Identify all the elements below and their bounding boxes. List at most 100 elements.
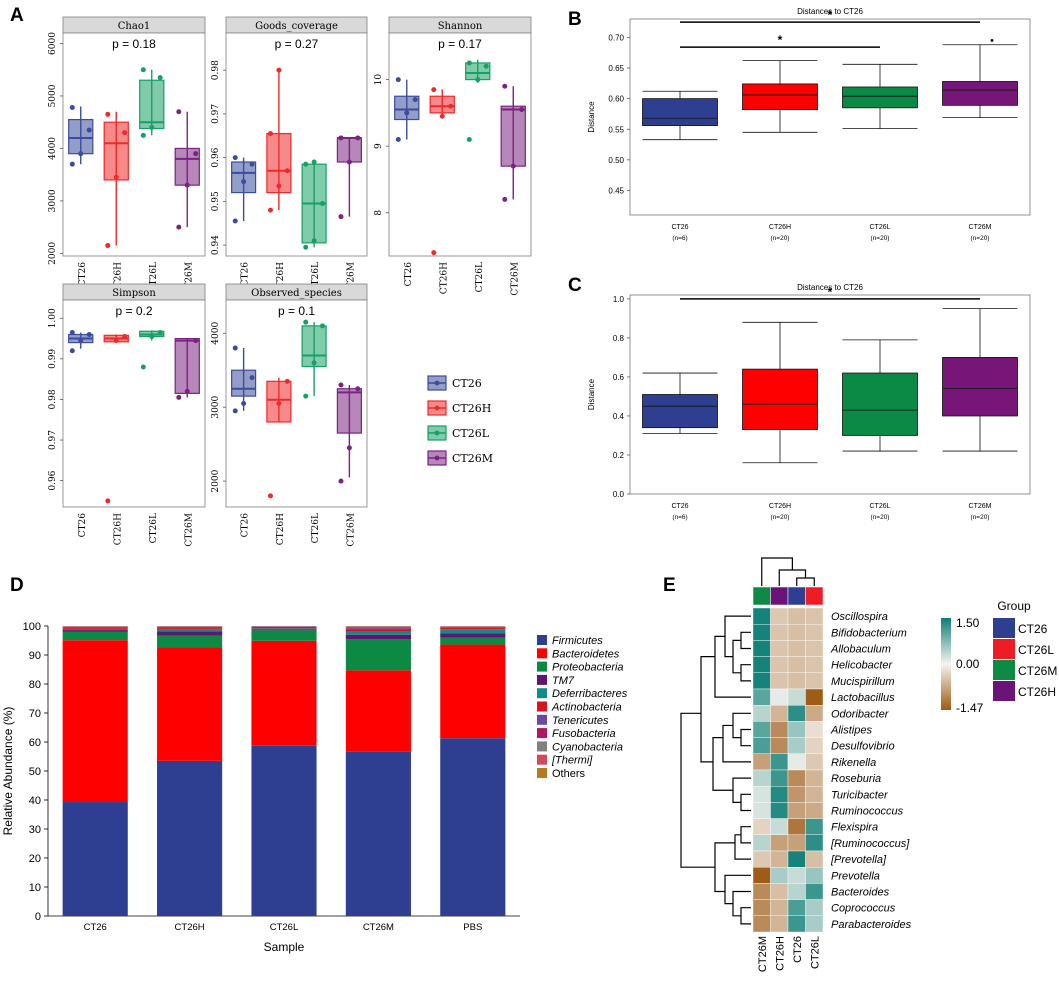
dendrogram-branch: [724, 874, 751, 905]
row-dendrogram: [680, 615, 751, 925]
iqr-box: [174, 337, 200, 394]
row-label: Prevotella: [831, 870, 880, 882]
bar-segment-actinobacteria: [62, 627, 128, 629]
heatmap-cell: [805, 818, 824, 835]
data-point: [466, 60, 472, 66]
heatmap-cell: [752, 640, 771, 657]
bar-segment-tenericutes: [440, 626, 506, 628]
x-tick-label: CT26M: [184, 513, 194, 547]
x-tick-n: (n=20): [771, 514, 790, 521]
bar-segment-deferribacteres: [251, 628, 317, 630]
heatmap-cell: [770, 688, 789, 706]
box-CT26: [642, 90, 718, 141]
heatmap-cell: [805, 769, 824, 787]
box-CT26L: [301, 319, 327, 399]
legend-swatch: [537, 754, 547, 765]
heatmap-cell: [805, 834, 824, 852]
heatmap-cell: [787, 640, 806, 657]
legend-swatch: [537, 674, 547, 685]
panel-label-a: A: [10, 5, 24, 26]
heatmap-cell: [752, 737, 771, 754]
data-point: [320, 323, 326, 329]
heatmap-cell: [770, 769, 789, 787]
box-CT26L: [139, 329, 165, 370]
y-tick-label: 0.4: [613, 412, 625, 421]
box-CT26M: [942, 308, 1018, 452]
box-CT26: [231, 345, 257, 414]
bar-segment-firmicutes: [251, 745, 317, 916]
box-CT26: [394, 77, 420, 143]
box-CT26H: [103, 334, 129, 504]
heatmap-cell: [770, 721, 789, 738]
y-tick-label: 0.98: [48, 389, 58, 409]
y-tick-label: 0.60: [608, 95, 624, 104]
heatmap-row-helicobacter: Helicobacter: [752, 656, 893, 673]
y-axis-label: Relative Abundance (%): [1, 707, 15, 836]
y-tick-label: 8: [374, 210, 384, 216]
bar-segment-firmicutes: [62, 802, 128, 916]
group-legend-swatch: [993, 660, 1015, 680]
column-group-cell: [805, 586, 824, 606]
data-point: [338, 214, 344, 220]
panel-label-b: B: [568, 9, 582, 30]
data-point: [510, 163, 516, 169]
legend-swatch: [537, 768, 547, 778]
iqr-box: [842, 372, 918, 436]
x-tick-label: CT26: [241, 262, 251, 287]
heatmap-cell: [787, 818, 806, 835]
dendrogram-branch: [722, 724, 751, 763]
heatmap-cell: [787, 688, 806, 706]
y-tick-label: 6000: [48, 32, 58, 55]
dendrogram-branch: [796, 577, 815, 586]
bar-segment-bacteroidetes: [345, 670, 411, 752]
x-tick-label: CT26: [671, 224, 688, 231]
data-point: [448, 103, 454, 109]
heatmap-row-turicibacter: Turicibacter: [752, 786, 889, 803]
x-tick-label: CT26L: [270, 922, 299, 933]
heatmap-cell: [752, 769, 771, 787]
bar-segment-firmicutes: [345, 751, 411, 916]
bar-segment-bacteroidetes: [440, 644, 506, 739]
facet-title: Chao1: [118, 21, 150, 32]
heatmap-cell: [805, 624, 824, 641]
data-point: [86, 332, 92, 337]
heatmap-row-alistipes: Alistipes: [752, 721, 872, 738]
data-point: [311, 360, 317, 366]
heatmap-cell: [787, 672, 806, 690]
legend-label: [Thermi]: [551, 755, 593, 767]
dendrogram-branch: [740, 728, 751, 747]
y-tick-label: 0.6: [613, 373, 625, 382]
data-point: [355, 386, 361, 392]
box-CT26M: [500, 83, 526, 202]
heatmap-cell: [787, 721, 806, 738]
data-point: [232, 408, 238, 414]
heatmap-cell: [787, 867, 806, 884]
x-tick-label: CT26H: [113, 513, 123, 545]
iqr-box: [266, 132, 292, 194]
data-point: [69, 348, 75, 354]
row-label: Parabacteroides: [831, 919, 912, 931]
column-group-cell: [770, 586, 789, 606]
row-label: Oscillospira: [831, 611, 888, 623]
data-point: [431, 250, 437, 256]
data-point: [338, 382, 344, 388]
row-label: Flexispira: [831, 822, 878, 834]
color-scale-min: -1.47: [956, 701, 984, 715]
data-point: [113, 338, 119, 344]
data-point: [303, 393, 309, 399]
heatmap-cell: [805, 753, 824, 771]
dendrogram-branch: [732, 639, 741, 674]
group-legend-title: Group: [997, 599, 1031, 613]
iqr-box: [231, 369, 257, 397]
column-dendrogram: [761, 557, 815, 586]
row-label: Rikenella: [831, 757, 876, 769]
y-tick-label: 0.94: [211, 235, 221, 255]
heatmap-row-allobaculum: Allobaculum: [752, 640, 891, 657]
data-point: [232, 218, 238, 224]
A-shannon-facet: Shannon p = 0.17 8 9 10 CT26 CT26H CT26L CT26M: [374, 16, 532, 296]
x-tick-label: CT26H: [439, 262, 449, 294]
iqr-box: [942, 357, 1018, 417]
heatmap-row-ruminococcus: Ruminococcus: [752, 802, 904, 819]
heatmap-row-mucispirillum: Mucispirillum: [752, 672, 895, 690]
box-CT26H: [266, 377, 292, 499]
